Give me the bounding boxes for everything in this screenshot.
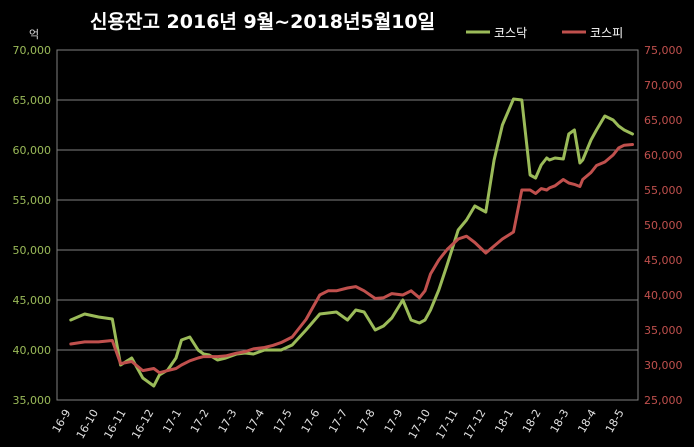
legend-label-kospi: 코스피 — [590, 26, 623, 40]
legend-label-kosdaq: 코스닥 — [494, 26, 527, 40]
x-tick-label: 18-2 — [520, 407, 544, 435]
x-tick-label: 17-1 — [160, 407, 184, 435]
chart-title: 신용잔고 2016년 9월~2018년5월10일 — [90, 11, 435, 33]
left-tick-label: 65,000 — [13, 94, 52, 107]
left-axis: 35,000 40,000 45,000 50,000 55,000 60,000 65,0… — [13, 44, 52, 407]
left-tick-label: 35,000 — [13, 394, 52, 407]
x-tick-label: 17-6 — [299, 407, 323, 435]
right-axis: 25,000 30,000 35,000 40,000 45,000 50,000 55,0… — [644, 44, 683, 407]
x-tick-label: 16-9 — [50, 407, 74, 435]
left-tick-label: 60,000 — [13, 144, 52, 157]
x-tick-label: 16-12 — [129, 407, 156, 441]
right-tick-label: 60,000 — [644, 149, 683, 162]
legend: 코스닥 코스피 — [466, 26, 623, 40]
x-axis: 16-9 16-10 16-11 16-12 17-1 17-2 17-3 17-4 17-5 1… — [50, 407, 627, 441]
x-tick-label: 16-11 — [102, 407, 129, 441]
x-tick-label: 18-1 — [492, 407, 516, 435]
series-line-kospi — [69, 143, 634, 375]
right-tick-label: 35,000 — [644, 324, 683, 337]
right-tick-label: 30,000 — [644, 359, 683, 372]
x-tick-label: 18-4 — [575, 407, 599, 435]
y-unit-label: 억 — [29, 28, 39, 41]
plot-area — [56, 49, 639, 401]
x-tick-label: 17-11 — [434, 407, 461, 441]
x-tick-label: 17-2 — [188, 407, 212, 435]
left-tick-label: 45,000 — [13, 294, 52, 307]
grid-lines — [57, 49, 638, 401]
x-tick-label: 17-12 — [461, 407, 488, 441]
right-tick-label: 45,000 — [644, 254, 683, 267]
left-tick-label: 40,000 — [13, 344, 52, 357]
left-tick-label: 70,000 — [13, 44, 52, 57]
right-tick-label: 50,000 — [644, 219, 683, 232]
x-tick-label: 17-3 — [216, 407, 240, 435]
series-layer — [69, 97, 634, 388]
left-tick-label: 50,000 — [13, 244, 52, 257]
x-tick-label: 18-3 — [548, 407, 572, 435]
x-tick-label: 17-5 — [271, 407, 295, 435]
series-line-kosdaq — [69, 97, 634, 388]
x-tick-label: 18-5 — [603, 407, 627, 435]
x-tick-label: 17-10 — [406, 407, 433, 441]
x-tick-label: 17-4 — [243, 407, 267, 435]
x-tick-label: 17-9 — [382, 407, 406, 435]
left-tick-label: 55,000 — [13, 194, 52, 207]
x-tick-label: 16-10 — [74, 407, 101, 441]
right-tick-label: 55,000 — [644, 184, 683, 197]
right-tick-label: 25,000 — [644, 394, 683, 407]
right-tick-label: 70,000 — [644, 79, 683, 92]
right-tick-label: 40,000 — [644, 289, 683, 302]
right-tick-label: 75,000 — [644, 44, 683, 57]
right-tick-label: 65,000 — [644, 114, 683, 127]
x-tick-label: 17-7 — [326, 407, 350, 435]
x-tick-label: 17-8 — [354, 407, 378, 435]
